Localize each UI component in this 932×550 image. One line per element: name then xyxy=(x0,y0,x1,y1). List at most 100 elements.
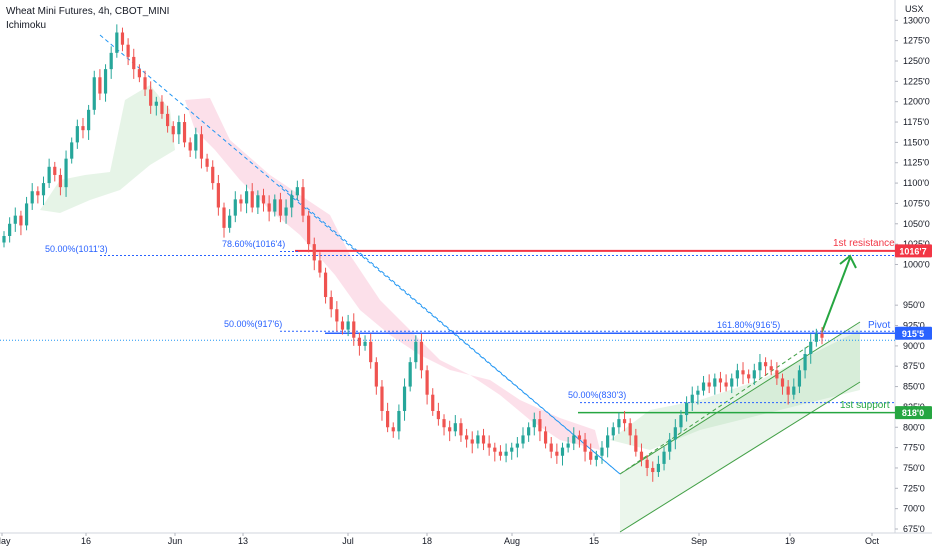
candle-body xyxy=(419,341,424,371)
candle-body xyxy=(431,394,435,411)
candle-body xyxy=(679,415,683,428)
y-tick-label: 1025'0 xyxy=(903,239,930,249)
candle-body xyxy=(543,431,548,444)
candle-body xyxy=(696,390,700,395)
candle-body xyxy=(205,158,209,167)
candle-body xyxy=(92,77,96,110)
candle-body xyxy=(30,191,34,204)
candle-body xyxy=(820,333,824,338)
fib-label-1016: 78.60%(1016'4) xyxy=(222,239,285,249)
candle-body xyxy=(36,191,40,196)
y-tick-label: 700'0 xyxy=(903,504,925,514)
candle-body xyxy=(707,382,711,387)
pivot-label: Pivot xyxy=(868,320,890,331)
candle-body xyxy=(47,166,51,184)
candle-body xyxy=(70,142,74,159)
candle-body xyxy=(549,443,553,452)
candle-body xyxy=(572,435,576,444)
x-tick-label: 15 xyxy=(589,536,599,546)
candle-body xyxy=(329,297,333,310)
candle-body xyxy=(713,378,717,387)
candle-body xyxy=(132,56,136,70)
y-tick-label: 925'0 xyxy=(903,321,925,331)
candle-body xyxy=(718,378,723,383)
cloud-bullish xyxy=(40,85,175,213)
x-tick-label: 19 xyxy=(785,536,795,546)
candle-body xyxy=(476,435,480,444)
chart-legend: Wheat Mini Futures, 4h, CBOT_MINI Ichimo… xyxy=(6,5,169,33)
candle-body xyxy=(634,435,638,452)
candle-body xyxy=(606,435,610,448)
candle-body xyxy=(448,427,452,432)
candle-body xyxy=(318,260,322,273)
price-tag-bg xyxy=(895,326,932,340)
candle-body xyxy=(256,195,260,208)
candle-body xyxy=(250,191,254,208)
x-axis[interactable]: May 16 Jun 13 Jul 18 Aug 15 Sep 19 Oct xyxy=(0,533,879,546)
candle-body xyxy=(352,321,356,338)
resistance-label: 1st resistance xyxy=(833,238,895,249)
candle-body xyxy=(814,333,818,342)
candle-body xyxy=(115,32,119,53)
candle-body xyxy=(797,370,802,387)
candle-body xyxy=(470,439,474,444)
candle-body xyxy=(340,321,345,330)
candle-body xyxy=(775,370,779,379)
candle-body xyxy=(295,187,299,196)
candle-body xyxy=(521,435,525,444)
candle-body xyxy=(98,77,102,94)
candle-body xyxy=(809,341,813,355)
price-tag-label: 1016'7 xyxy=(899,246,926,256)
candles xyxy=(2,24,824,482)
y-tick-label: 1250'0 xyxy=(903,56,930,66)
candle-body xyxy=(577,435,582,440)
candle-body xyxy=(594,455,598,460)
y-tick-label: 800'0 xyxy=(903,422,925,432)
fib-label-917: 50.00%(917'6) xyxy=(224,319,282,329)
candle-body xyxy=(87,109,91,131)
candle-body xyxy=(510,447,514,452)
candle-body xyxy=(307,215,311,245)
candle-body xyxy=(645,459,649,468)
symbol-title[interactable]: Wheat Mini Futures, 4h, CBOT_MINI xyxy=(6,6,170,17)
candle-body xyxy=(290,195,294,208)
candle-body xyxy=(211,166,215,184)
candle-body xyxy=(374,362,378,387)
cloud-bullish-2 xyxy=(610,330,860,450)
candle-body xyxy=(222,207,226,228)
candle-body xyxy=(2,235,6,243)
y-tick-label: 675'0 xyxy=(903,524,925,534)
price-tag-bg xyxy=(895,406,932,420)
candle-body xyxy=(628,423,632,436)
y-tick-label: 725'0 xyxy=(903,483,925,493)
trendline-2 xyxy=(279,184,621,475)
candle-body xyxy=(13,215,17,224)
candle-body xyxy=(532,419,536,428)
candle-body xyxy=(752,370,756,379)
candle-body xyxy=(487,443,491,448)
grid xyxy=(0,0,932,534)
candle-body xyxy=(453,423,457,432)
x-tick-label: Oct xyxy=(865,536,880,546)
candle-body xyxy=(464,435,469,440)
candle-body xyxy=(391,427,395,432)
candle-body xyxy=(442,419,446,428)
candle-body xyxy=(617,419,621,428)
y-tick-label: 1225'0 xyxy=(903,76,930,86)
candle-body xyxy=(555,451,559,456)
channel-upper xyxy=(619,321,861,475)
indicator-label[interactable]: Ichimoku xyxy=(6,20,47,31)
candle-body xyxy=(560,447,565,456)
candle-body xyxy=(323,272,328,298)
candle-body xyxy=(301,187,305,216)
price-tag-label: 818'0 xyxy=(902,408,924,418)
y-tick-label: 750'0 xyxy=(903,463,925,473)
y-tick-label: 875'0 xyxy=(903,361,925,371)
candle-body xyxy=(803,354,807,371)
candle-body xyxy=(228,215,232,228)
y-tick-label: 1075'0 xyxy=(903,198,930,208)
candle-body xyxy=(685,402,689,416)
